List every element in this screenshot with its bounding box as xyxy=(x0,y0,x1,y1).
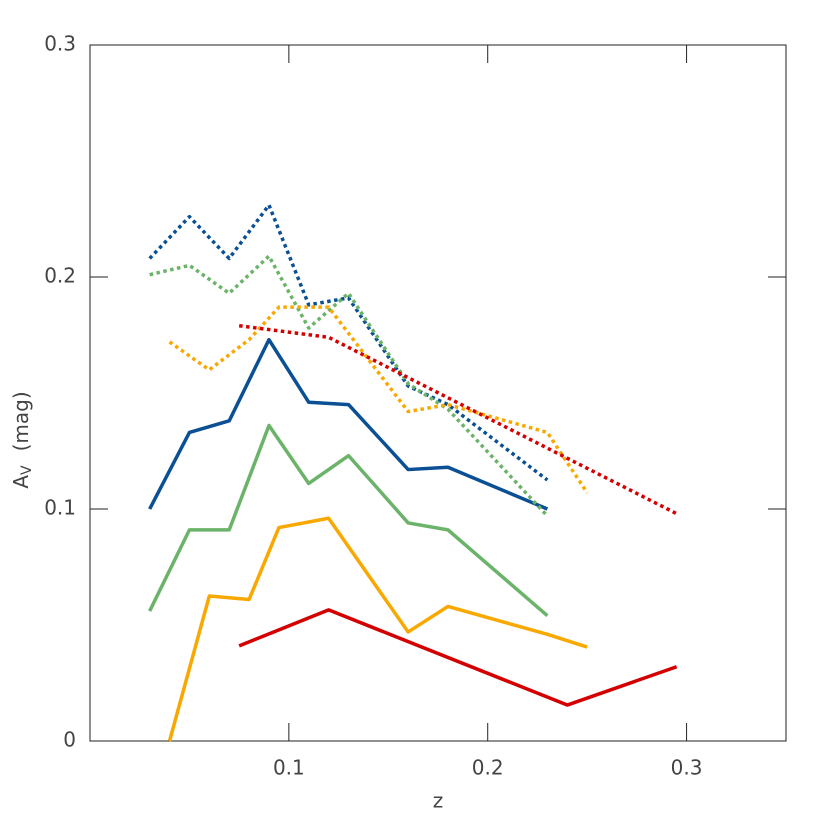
y-tick-label: 0 xyxy=(63,728,76,752)
x-tick-label: 0.3 xyxy=(671,756,703,780)
y-tick-label: 0.1 xyxy=(44,496,76,520)
data-line xyxy=(148,203,549,482)
data-line xyxy=(167,516,588,742)
y-axis-label: AV (mag) xyxy=(9,391,36,488)
y-label-unit: (mag) xyxy=(9,391,33,451)
data-line xyxy=(238,323,678,516)
plot-frame xyxy=(89,44,787,742)
y-tick-label: 0.3 xyxy=(44,32,76,56)
y-label-sub: V xyxy=(19,465,35,475)
x-tick-label: 0.1 xyxy=(273,756,305,780)
data-line xyxy=(168,305,589,494)
x-tick-label: 0.2 xyxy=(472,756,504,780)
x-axis-label: z xyxy=(433,789,444,813)
data-line xyxy=(148,423,549,618)
y-label-main: A xyxy=(9,475,33,489)
data-line xyxy=(238,608,678,707)
y-tick-label: 0.2 xyxy=(44,264,76,288)
data-line xyxy=(149,254,549,518)
data-line xyxy=(148,337,549,511)
